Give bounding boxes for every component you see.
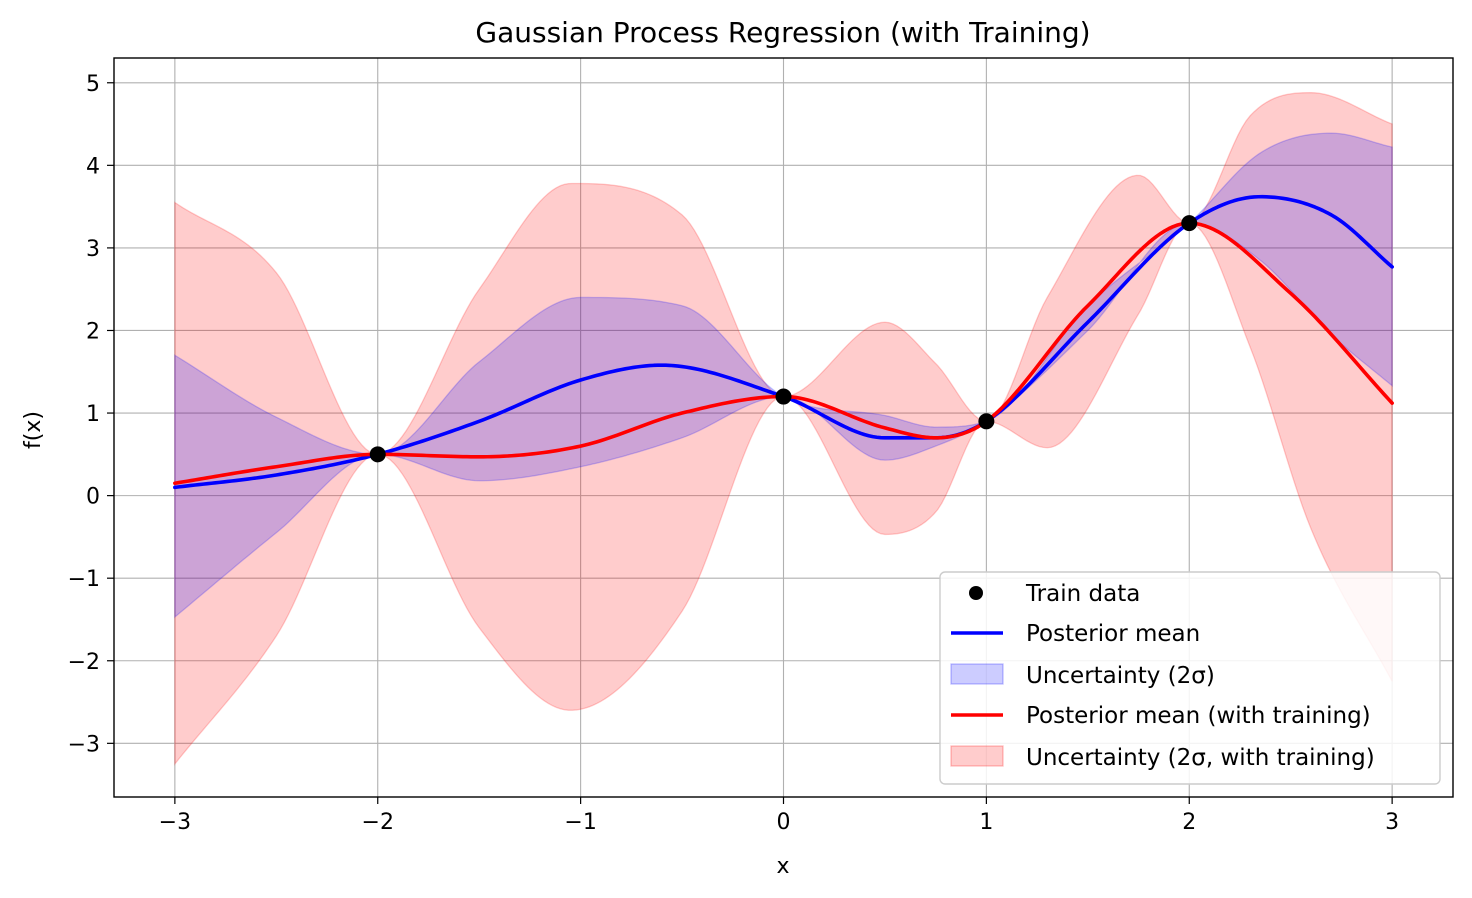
x-tick-label: 1 [979,810,993,835]
y-axis-label: f(x) [21,411,46,449]
train-data-point [1181,215,1198,232]
uncertainty-band [174,132,1393,619]
legend-train-data-label: Train data [1025,581,1140,607]
train-data-point [775,388,792,405]
y-tick-label: −3 [68,732,100,757]
legend-posterior-mean-training-label: Posterior mean (with training) [1026,703,1371,729]
train-data-points [369,215,1198,463]
y-tick-label: 3 [86,237,100,262]
y-tick-label: −1 [68,567,100,592]
y-axis-ticks: −3 −2 −1 0 1 2 3 4 5 [68,72,114,757]
x-axis-label: x [776,854,789,879]
legend-train-data-marker [969,586,983,600]
legend-posterior-mean-label: Posterior mean [1026,621,1200,647]
x-tick-label: 0 [777,810,791,835]
legend-box [939,571,1441,785]
y-tick-label: 4 [86,154,100,179]
train-data-point [369,446,386,463]
legend-uncertainty-label: Uncertainty (2σ) [1026,663,1215,689]
x-tick-label: 3 [1385,810,1399,835]
x-axis-ticks: −3 −2 −1 0 1 2 3 [159,797,1399,835]
chart-title: Gaussian Process Regression (with Traini… [475,16,1090,49]
y-tick-label: 5 [86,72,100,97]
y-tick-label: 1 [86,402,100,427]
x-tick-label: −1 [564,810,596,835]
x-tick-label: −3 [159,810,191,835]
y-tick-label: 0 [86,485,100,510]
y-tick-label: 2 [86,319,100,344]
y-tick-label: −2 [68,650,100,675]
train-data-point [978,413,995,430]
legend-uncertainty-training-label: Uncertainty (2σ, with training) [1026,745,1375,771]
legend-uncertainty-swatch [950,663,1004,685]
legend-uncertainty-training-swatch [950,745,1004,767]
legend: Train data Posterior mean Uncertainty (2… [939,571,1441,785]
x-tick-label: 2 [1182,810,1196,835]
x-tick-label: −2 [362,810,394,835]
